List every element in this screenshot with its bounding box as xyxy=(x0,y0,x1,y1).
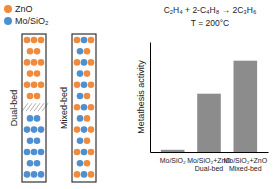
particle xyxy=(24,149,31,156)
particle xyxy=(38,59,45,66)
x-tick-label: Mo/SiO₂ xyxy=(160,157,186,164)
particle xyxy=(88,59,95,66)
particle xyxy=(74,59,81,66)
x-tick-label: Mo/SiO₂+ZnOMixed-bed xyxy=(223,157,267,172)
bar xyxy=(161,150,185,152)
particle xyxy=(88,126,95,133)
reactor-tube: Dual-bed xyxy=(9,34,48,182)
particle xyxy=(84,138,91,145)
quartz-wool xyxy=(42,103,48,111)
particle xyxy=(34,93,41,100)
particle xyxy=(77,70,84,77)
particle xyxy=(84,160,91,167)
bar xyxy=(197,94,221,152)
particle xyxy=(88,171,95,178)
x-axis: Mo/SiO₂Mo/SiO₂+ZnODual-bedMo/SiO₂+ZnOMix… xyxy=(151,153,269,173)
bars xyxy=(161,61,257,152)
particle xyxy=(81,126,88,133)
figure: ZnOMo/SiO₂Dual-bedMixed-bedMo/SiO₂Mo/SiO… xyxy=(0,0,275,189)
legend-swatch xyxy=(4,17,12,25)
particle xyxy=(38,126,45,133)
legend: ZnO Mo/SiO₂ xyxy=(4,4,49,26)
particle xyxy=(24,59,31,66)
particle xyxy=(77,48,84,55)
annotation: C₂H₄ + 2-C₄H₈ → 2C₃H₆ xyxy=(164,5,257,15)
particle xyxy=(27,70,34,77)
particle xyxy=(84,93,91,100)
legend-label: Mo/SiO₂ xyxy=(15,16,49,26)
particle xyxy=(27,138,34,145)
particle xyxy=(74,126,81,133)
particle xyxy=(84,48,91,55)
particle xyxy=(74,104,81,111)
particle xyxy=(88,82,95,89)
particle xyxy=(34,115,41,122)
particle xyxy=(38,82,45,89)
legend-swatch xyxy=(4,5,12,13)
x-axis-line xyxy=(151,152,269,153)
particle xyxy=(81,37,88,44)
particle xyxy=(31,149,38,156)
particle xyxy=(88,149,95,156)
legend-label: ZnO xyxy=(15,4,33,14)
particle xyxy=(24,171,31,178)
tube-wall xyxy=(22,34,46,182)
particle xyxy=(34,138,41,145)
bar xyxy=(234,61,258,152)
particle xyxy=(88,104,95,111)
particle xyxy=(31,59,38,66)
particle xyxy=(77,160,84,167)
particle xyxy=(81,171,88,178)
particle xyxy=(27,115,34,122)
particle xyxy=(81,104,88,111)
tube-wall xyxy=(72,34,96,182)
particle xyxy=(81,149,88,156)
particle xyxy=(31,126,38,133)
particle xyxy=(34,48,41,55)
y-axis-title: Metathesis activity xyxy=(136,60,146,134)
tube-label: Dual-bed xyxy=(9,90,19,127)
particle xyxy=(24,126,31,133)
particle xyxy=(27,160,34,167)
particle xyxy=(77,93,84,100)
particle xyxy=(38,37,45,44)
particle xyxy=(84,70,91,77)
particle xyxy=(74,37,81,44)
particle xyxy=(24,37,31,44)
particle xyxy=(84,115,91,122)
particle xyxy=(77,138,84,145)
particle xyxy=(88,37,95,44)
particle xyxy=(81,59,88,66)
particle xyxy=(74,171,81,178)
particle xyxy=(74,149,81,156)
particle xyxy=(34,70,41,77)
particle xyxy=(81,82,88,89)
y-axis xyxy=(150,43,151,153)
particle xyxy=(38,171,45,178)
particle xyxy=(31,37,38,44)
particle xyxy=(38,149,45,156)
reactor-tube: Mixed-bed xyxy=(59,34,96,182)
particle xyxy=(77,115,84,122)
tube-label: Mixed-bed xyxy=(59,87,69,129)
annotation: T = 200°C xyxy=(191,18,229,28)
particle xyxy=(27,48,34,55)
particle xyxy=(34,160,41,167)
particle xyxy=(24,82,31,89)
y-axis-line xyxy=(150,43,151,153)
particle xyxy=(74,82,81,89)
particle xyxy=(27,93,34,100)
particle xyxy=(31,82,38,89)
particle xyxy=(31,171,38,178)
